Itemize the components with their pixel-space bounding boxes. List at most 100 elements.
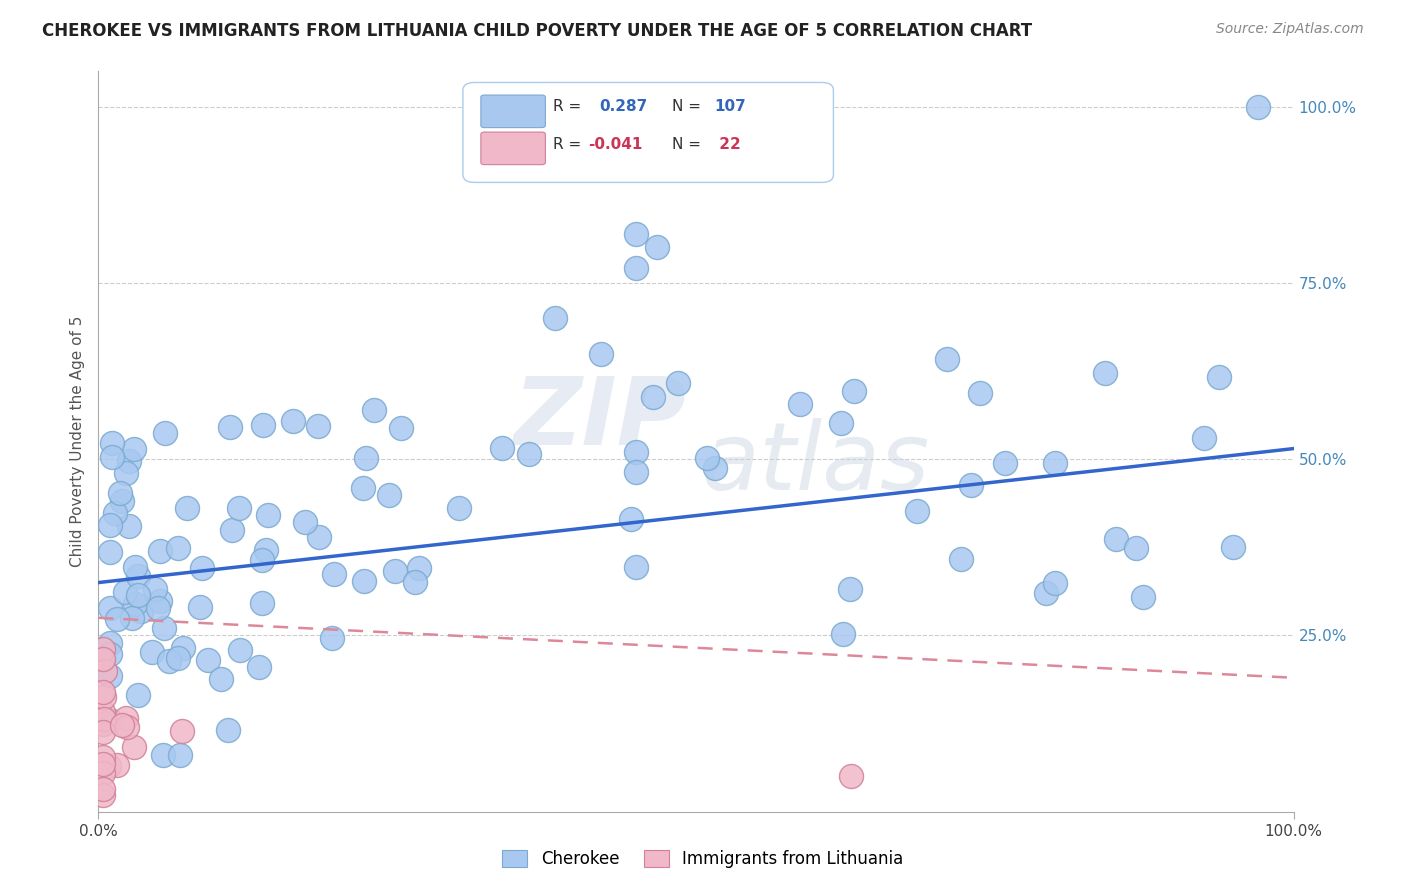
Point	[404, 574, 426, 589]
Point	[257, 508, 280, 523]
Point	[307, 419, 329, 434]
Text: 0.287: 0.287	[599, 100, 647, 114]
Point	[1105, 532, 1128, 546]
Point	[1094, 367, 1116, 381]
Point	[100, 636, 122, 650]
Point	[209, 672, 232, 686]
Point	[197, 653, 219, 667]
Point	[626, 560, 648, 574]
Point	[124, 442, 146, 457]
Point	[152, 622, 174, 636]
Point	[408, 561, 430, 575]
Point	[124, 597, 146, 611]
Point	[91, 716, 114, 731]
Point	[91, 766, 114, 780]
Point	[1192, 431, 1215, 445]
Point	[323, 566, 346, 581]
Point	[363, 402, 385, 417]
Point	[935, 351, 957, 366]
Point	[155, 425, 177, 440]
Point	[949, 551, 972, 566]
Point	[121, 611, 143, 625]
Point	[789, 397, 811, 411]
Point	[91, 789, 114, 803]
Point	[1035, 586, 1057, 600]
Point	[254, 543, 277, 558]
Point	[118, 519, 141, 533]
Point	[98, 759, 121, 773]
Point	[127, 588, 149, 602]
Point	[354, 450, 377, 465]
Point	[626, 261, 648, 276]
Point	[219, 420, 242, 434]
Point	[308, 530, 330, 544]
Point	[127, 569, 149, 583]
Point	[228, 501, 250, 516]
Point	[91, 641, 114, 656]
Point	[1045, 576, 1067, 591]
Point	[544, 311, 567, 326]
Text: ZIP: ZIP	[515, 374, 686, 466]
Point	[104, 506, 127, 520]
Point	[101, 435, 124, 450]
Point	[91, 685, 114, 699]
Point	[969, 386, 991, 401]
Point	[105, 758, 128, 772]
Point	[110, 486, 132, 500]
Point	[93, 690, 115, 705]
FancyBboxPatch shape	[463, 82, 834, 183]
Point	[91, 750, 114, 764]
Point	[93, 712, 115, 726]
Point	[118, 454, 141, 468]
Point	[152, 748, 174, 763]
Point	[172, 723, 194, 738]
Point	[101, 450, 124, 465]
Point	[830, 417, 852, 431]
Text: -0.041: -0.041	[589, 136, 643, 152]
Point	[91, 781, 114, 796]
Text: N =: N =	[672, 136, 702, 152]
Text: 107: 107	[714, 100, 745, 114]
Point	[247, 660, 270, 674]
Text: N =: N =	[672, 100, 702, 114]
Point	[626, 465, 648, 479]
Point	[91, 725, 114, 739]
Point	[294, 516, 316, 530]
Point	[645, 239, 668, 253]
Point	[149, 544, 172, 558]
Point	[98, 545, 122, 559]
Point	[98, 647, 122, 661]
Y-axis label: Child Poverty Under the Age of 5: Child Poverty Under the Age of 5	[69, 316, 84, 567]
Point	[831, 627, 853, 641]
Point	[191, 561, 214, 575]
Point	[696, 450, 718, 465]
Point	[114, 711, 136, 725]
Point	[626, 445, 648, 459]
Point	[146, 600, 169, 615]
Point	[129, 603, 152, 617]
FancyBboxPatch shape	[481, 132, 546, 165]
Point	[591, 347, 613, 361]
Point	[143, 582, 166, 596]
Point	[389, 420, 412, 434]
Point	[167, 541, 190, 555]
Point	[321, 632, 343, 646]
Point	[169, 748, 191, 763]
Point	[839, 582, 862, 596]
Point	[1222, 540, 1244, 554]
Point	[905, 504, 928, 518]
Point	[98, 517, 122, 532]
Point	[105, 611, 128, 625]
Point	[384, 565, 406, 579]
Point	[124, 560, 146, 574]
Point	[517, 448, 540, 462]
Point	[114, 585, 136, 599]
FancyBboxPatch shape	[481, 95, 546, 128]
Point	[842, 384, 865, 398]
Point	[172, 640, 194, 655]
Legend: Cherokee, Immigrants from Lithuania: Cherokee, Immigrants from Lithuania	[496, 843, 910, 875]
Point	[1208, 370, 1230, 384]
Point	[250, 596, 273, 610]
Text: 22: 22	[714, 136, 741, 152]
Point	[157, 655, 180, 669]
